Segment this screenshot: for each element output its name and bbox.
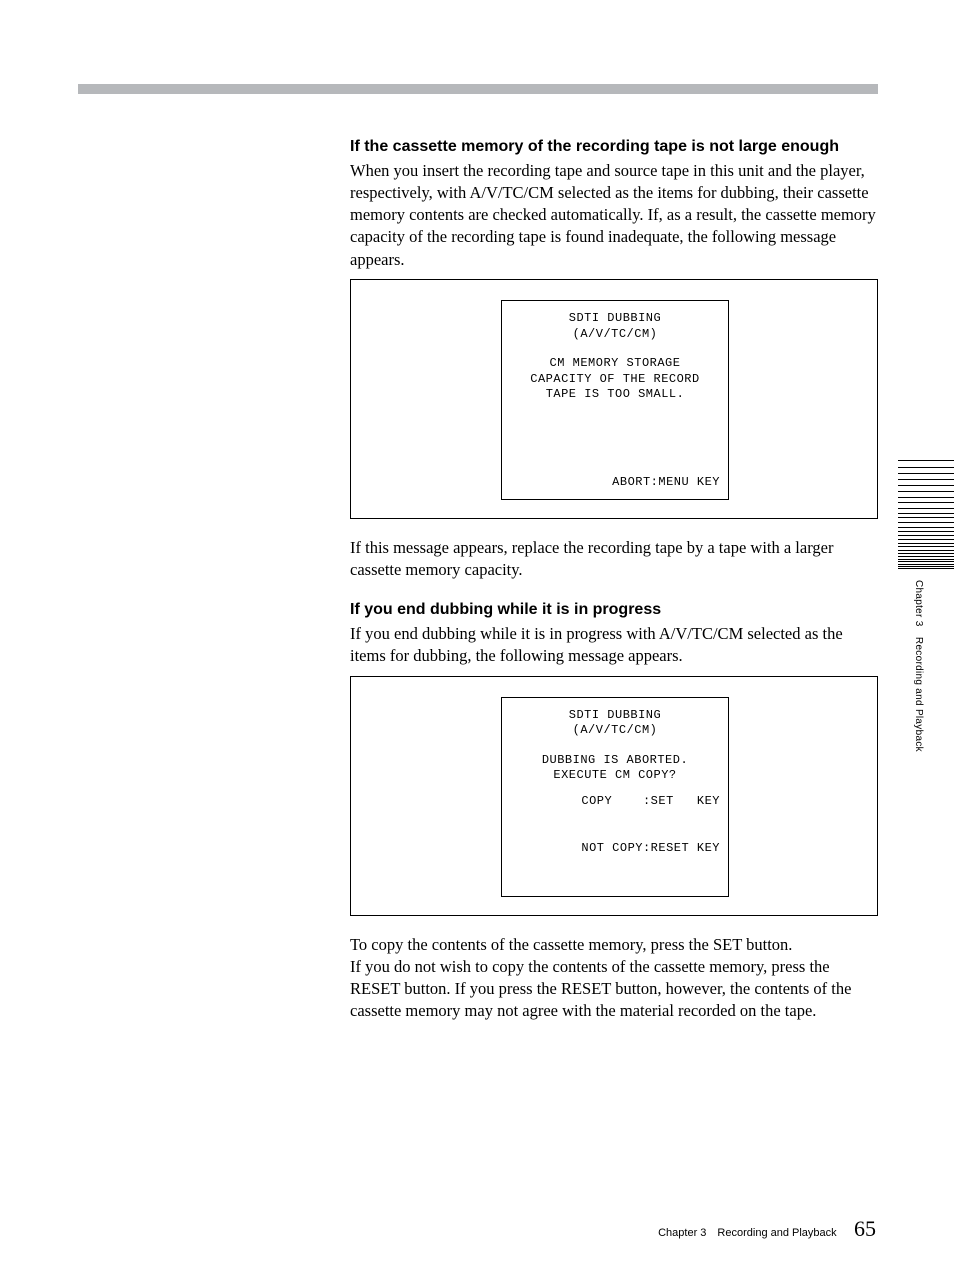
- screen1-title2: (A/V/TC/CM): [502, 327, 728, 343]
- screen1-line2: CAPACITY OF THE RECORD: [502, 372, 728, 388]
- section2-para: If you end dubbing while it is in progre…: [350, 623, 878, 668]
- screen1-outer: SDTI DUBBING (A/V/TC/CM) CM MEMORY STORA…: [350, 279, 878, 519]
- screen1-line3: TAPE IS TOO SMALL.: [502, 387, 728, 403]
- footer-chapter: Chapter 3 Recording and Playback: [658, 1227, 837, 1239]
- screen1-line1: CM MEMORY STORAGE: [502, 356, 728, 372]
- page-content: If the cassette memory of the recording …: [350, 136, 878, 1023]
- footer-page-number: 65: [854, 1216, 876, 1241]
- screen2-title2: (A/V/TC/CM): [502, 723, 728, 739]
- section2-after: To copy the contents of the cassette mem…: [350, 934, 878, 1023]
- side-tab-text: Chapter 3 Recording and Playback: [913, 580, 924, 752]
- side-tab-lines: [898, 460, 954, 570]
- screen2-bottom: COPY :SET KEY NOT COPY:RESET KEY: [502, 763, 720, 888]
- screen1-title1: SDTI DUBBING: [502, 311, 728, 327]
- screen2-inner: SDTI DUBBING (A/V/TC/CM) DUBBING IS ABOR…: [501, 697, 729, 897]
- top-bar: [78, 84, 878, 94]
- screen1-bottom: ABORT:MENU KEY: [502, 475, 720, 491]
- page-footer: Chapter 3 Recording and Playback 65: [658, 1216, 876, 1242]
- screen1-message: CM MEMORY STORAGE CAPACITY OF THE RECORD…: [502, 356, 728, 403]
- screen2-bottom2: NOT COPY:RESET KEY: [502, 841, 720, 857]
- screen1-title: SDTI DUBBING (A/V/TC/CM): [502, 311, 728, 342]
- screen2-title: SDTI DUBBING (A/V/TC/CM): [502, 708, 728, 739]
- screen2-bottom1: COPY :SET KEY: [502, 794, 720, 810]
- section1-heading: If the cassette memory of the recording …: [350, 136, 878, 158]
- section2-heading: If you end dubbing while it is in progre…: [350, 599, 878, 621]
- screen2-outer: SDTI DUBBING (A/V/TC/CM) DUBBING IS ABOR…: [350, 676, 878, 916]
- section1-para: When you insert the recording tape and s…: [350, 160, 878, 271]
- screen1-inner: SDTI DUBBING (A/V/TC/CM) CM MEMORY STORA…: [501, 300, 729, 500]
- section1-after: If this message appears, replace the rec…: [350, 537, 878, 582]
- screen2-title1: SDTI DUBBING: [502, 708, 728, 724]
- side-tab: Chapter 3 Recording and Playback: [898, 460, 954, 780]
